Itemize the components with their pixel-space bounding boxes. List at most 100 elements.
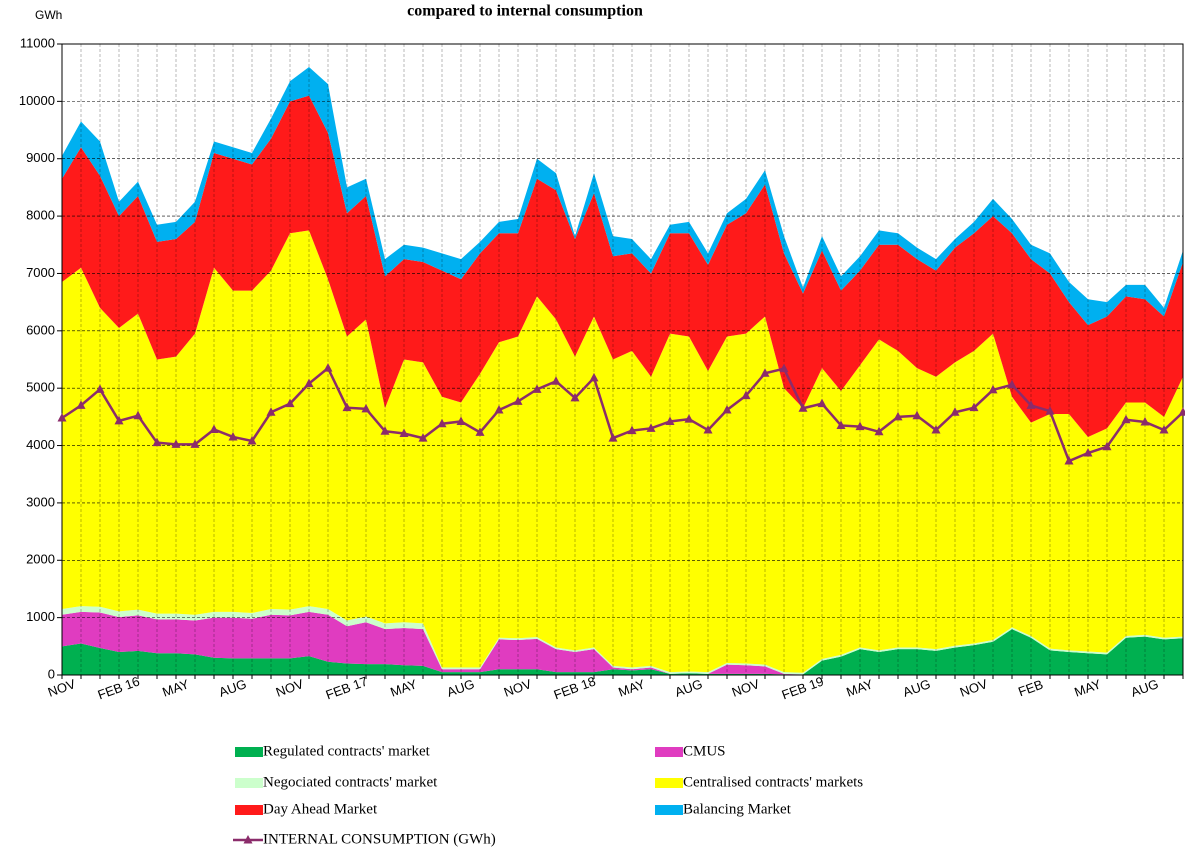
legend-label: Centralised contracts' markets — [683, 774, 863, 790]
x-tick-label: MAY — [1072, 676, 1103, 700]
line-marker — [418, 433, 428, 442]
x-tick-label: AUG — [217, 676, 249, 700]
x-tick-label: MAY — [160, 676, 191, 700]
line-marker — [380, 426, 390, 435]
line-marker — [551, 376, 561, 385]
x-tick-label: FEB — [1016, 677, 1045, 700]
line-marker — [532, 384, 542, 393]
line-marker — [1083, 448, 1093, 457]
line-marker — [399, 428, 409, 437]
line-marker — [266, 407, 276, 416]
y-tick-label: 3000 — [26, 494, 55, 509]
y-tick-label: 6000 — [26, 322, 55, 337]
line-marker — [570, 392, 580, 402]
legend-label: Regulated contracts' market — [263, 743, 431, 759]
line-marker — [722, 404, 732, 414]
line-marker — [190, 439, 200, 448]
line-marker — [342, 402, 352, 412]
legend-label: Balancing Market — [683, 801, 792, 817]
line-marker — [912, 410, 922, 420]
line-marker — [627, 425, 637, 435]
y-tick-label: 7000 — [26, 265, 55, 280]
y-tick-label: 4000 — [26, 437, 55, 452]
legend-swatch — [235, 778, 263, 788]
line-marker — [95, 384, 105, 393]
line-marker — [589, 372, 599, 382]
legend-label: Day Ahead Market — [263, 801, 378, 817]
area — [62, 611, 1183, 675]
line-marker — [665, 416, 675, 425]
line-marker — [1026, 400, 1036, 409]
y-tick-label: 9000 — [26, 150, 55, 165]
legend-swatch — [235, 747, 263, 757]
line-marker — [57, 413, 67, 422]
legend-swatch — [235, 805, 263, 815]
line-marker — [304, 378, 314, 388]
line-marker — [171, 439, 181, 448]
line-marker — [133, 410, 143, 420]
line-marker — [760, 368, 770, 377]
line-marker — [114, 415, 124, 425]
x-tick-label: MAY — [388, 676, 419, 700]
line-marker — [494, 404, 504, 414]
x-tick-label: MAY — [616, 676, 647, 700]
x-tick-label: NOV — [958, 676, 990, 700]
legend-label: CMUS — [683, 743, 726, 759]
chart-title: compared to internal consumption — [407, 3, 643, 20]
line-marker — [1102, 441, 1112, 451]
y-tick-label: 10000 — [19, 93, 55, 108]
line-marker — [855, 421, 865, 431]
line-marker — [893, 411, 903, 421]
line-marker — [817, 398, 827, 408]
y-tick-label: 11000 — [20, 35, 55, 50]
legend-swatch — [655, 747, 683, 757]
line-marker — [950, 407, 960, 416]
area — [62, 95, 1183, 437]
line-marker — [684, 414, 694, 423]
line-marker — [874, 426, 884, 436]
y-tick-label: 5000 — [26, 380, 55, 395]
x-tick-label: NOV — [730, 676, 762, 700]
x-tick-label: MAY — [844, 676, 875, 700]
areas — [62, 66, 1183, 675]
line-marker — [798, 403, 808, 412]
y-unit: GWh — [35, 8, 62, 22]
line-marker — [513, 396, 523, 405]
x-tick-label: NOV — [502, 676, 534, 700]
line-marker — [209, 424, 219, 433]
line-marker — [247, 435, 257, 445]
line-marker — [475, 427, 485, 436]
line-marker — [323, 363, 333, 372]
legend-swatch — [655, 805, 683, 815]
line-marker — [437, 418, 447, 428]
plot-frame — [61, 43, 1184, 676]
line-marker — [285, 398, 295, 408]
line-marker — [931, 425, 941, 434]
area — [62, 230, 1183, 673]
line-marker — [608, 433, 618, 442]
line-marker — [741, 390, 751, 400]
line-marker — [1140, 417, 1150, 426]
line — [61, 366, 1184, 463]
line-marker — [1064, 456, 1074, 465]
line-marker — [836, 420, 846, 429]
legend-marker — [243, 835, 253, 844]
line-marker — [779, 363, 789, 373]
area — [62, 629, 1183, 675]
line-marker — [228, 431, 238, 441]
x-tick-label: AUG — [673, 676, 705, 700]
area — [62, 606, 1183, 675]
y-tick-label: 1000 — [26, 609, 55, 624]
line-marker — [152, 437, 162, 447]
line-marker — [1178, 407, 1185, 416]
line-marker — [703, 425, 713, 434]
line-marker — [76, 400, 86, 409]
area — [62, 66, 1183, 326]
line-marker — [361, 403, 371, 413]
y-tick-label: 0 — [48, 666, 55, 681]
line-marker — [1121, 414, 1131, 424]
line-marker — [1045, 406, 1055, 415]
y-tick-label: 2000 — [26, 552, 55, 567]
legend-label: Negociated contracts' market — [263, 774, 438, 790]
